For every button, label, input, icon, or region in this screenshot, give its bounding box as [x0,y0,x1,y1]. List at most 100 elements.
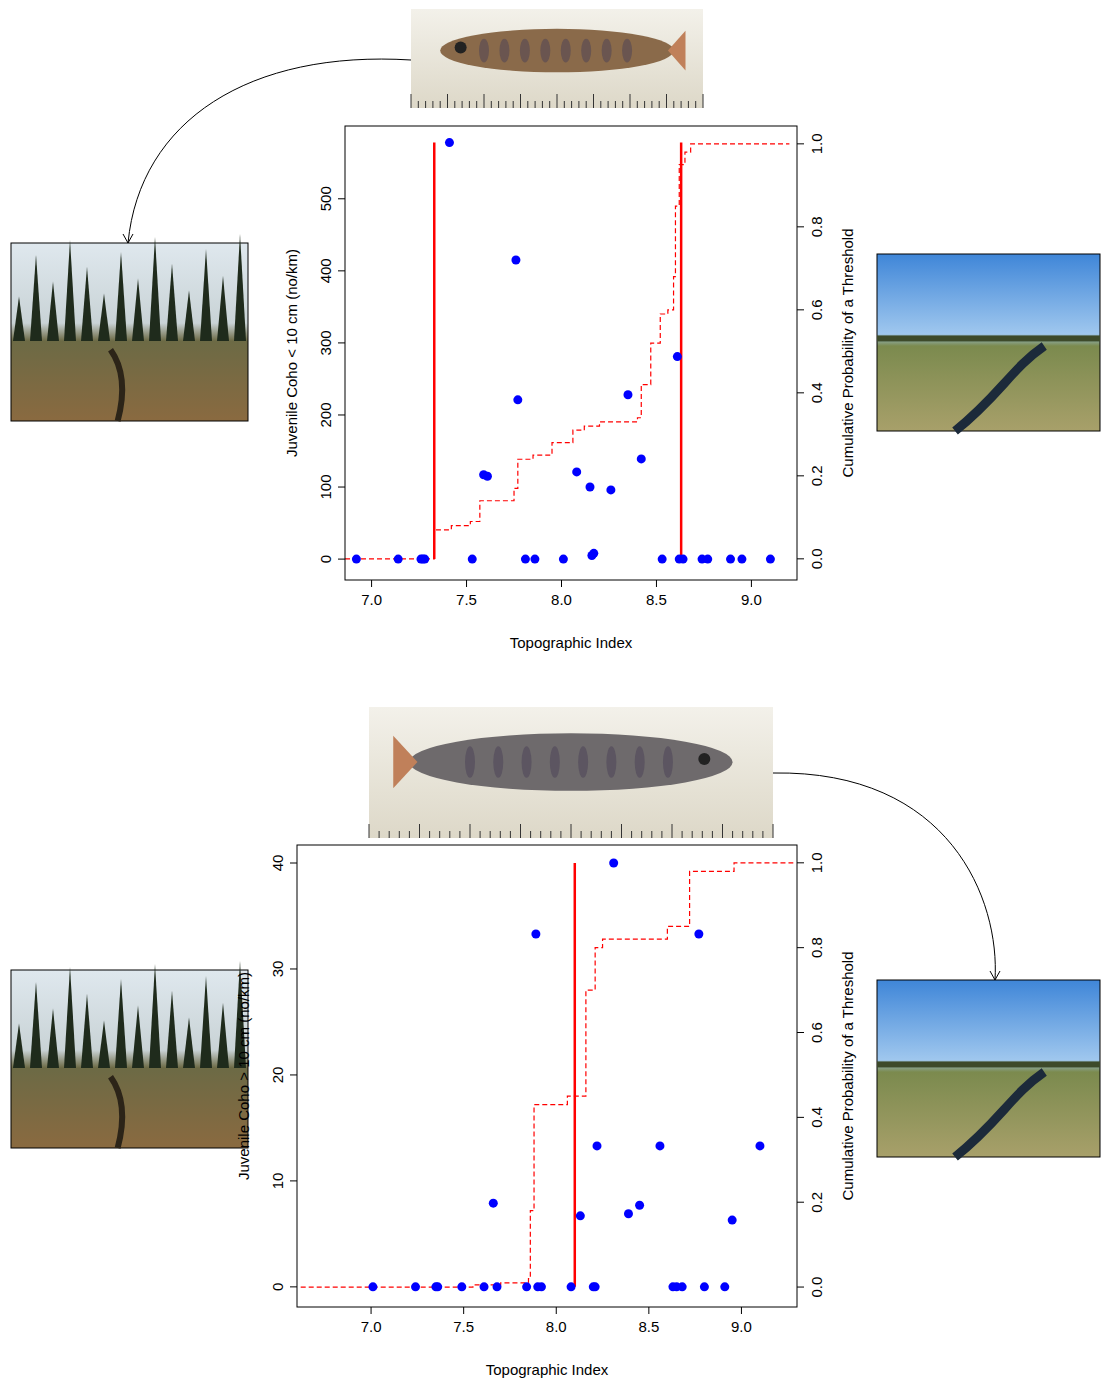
data-point [658,555,667,564]
y2-tick [797,1032,804,1033]
y2-tick [797,947,804,948]
data-point [433,1282,442,1291]
x-tick-label: 8.0 [551,591,572,608]
y-tick-label: 20 [269,1067,286,1084]
y-tick [290,1074,297,1075]
y-tick [290,968,297,969]
y-tick-label: 0 [269,1283,286,1291]
data-point [483,472,492,481]
y2-tick-label: 0.0 [808,548,825,569]
y2-tick [797,1202,804,1203]
y2-tick-label: 0.4 [808,382,825,403]
y2-tick-label: 1.0 [808,852,825,873]
y-tick [290,1286,297,1287]
x-tick-label: 8.5 [646,591,667,608]
fish-photo-large [369,707,773,838]
data-point [522,1282,531,1291]
threshold-line [680,143,683,560]
x-tick [656,580,657,587]
data-point [635,1201,644,1210]
y-tick-label: 30 [269,961,286,978]
y-axis-title: Juvenile Coho > 10 cm (no/km) [235,972,252,1180]
y-tick [338,198,345,199]
data-point [700,1282,709,1291]
y-tick [338,342,345,343]
chart-panel: 7.07.58.08.59.001002003004005000.00.20.4… [283,126,856,651]
data-point [457,1282,466,1291]
data-point [493,1282,502,1291]
meadow-photo [877,254,1100,431]
arrow [123,59,411,243]
y2-tick-label: 0.6 [808,1022,825,1043]
y2-tick-label: 0.8 [808,937,825,958]
data-point [755,1141,764,1150]
y-tick-label: 40 [269,855,286,872]
data-point [513,395,522,404]
y2-axis-title: Cumulative Probability of a Threshold [839,951,856,1200]
data-point [678,1282,687,1291]
y2-tick [797,1117,804,1118]
x-tick-label: 9.0 [741,591,762,608]
y2-tick-label: 0.8 [808,216,825,237]
y-tick-label: 10 [269,1173,286,1190]
forest-photo [11,234,248,421]
y2-tick [797,392,804,393]
data-point [703,555,712,564]
y-tick [338,270,345,271]
plot-frame [345,126,797,580]
y-tick-label: 400 [317,258,334,283]
chart-panel: 7.07.58.08.59.00102030400.00.20.40.60.81… [235,845,856,1378]
data-point [655,1141,664,1150]
y2-axis-title: Cumulative Probability of a Threshold [839,228,856,477]
data-point [637,454,646,463]
data-point [572,467,581,476]
y2-tick [797,862,804,863]
data-point [567,1282,576,1291]
data-point [766,555,775,564]
figure: 7.07.58.08.59.001002003004005000.00.20.4… [0,0,1107,1388]
data-point [589,549,598,558]
data-point [352,555,361,564]
data-point [368,1282,377,1291]
data-point [445,138,454,147]
x-tick-label: 7.0 [361,591,382,608]
cumulative-probability-line [345,144,789,559]
arrow [773,773,1000,980]
x-tick [751,580,752,587]
y-tick [338,414,345,415]
x-tick-label: 9.0 [731,1318,752,1335]
plot-area [345,138,789,564]
fish-photo-small [411,9,703,108]
data-point [585,483,594,492]
data-point [537,1282,546,1291]
threshold-line [433,143,436,560]
x-axis-title: Topographic Index [510,634,633,651]
data-point [673,352,682,361]
y2-tick [797,143,804,144]
x-tick [741,1307,742,1314]
data-point [609,859,618,868]
plot-area [301,859,794,1292]
x-tick [561,580,562,587]
data-point [593,1141,602,1150]
x-tick-label: 7.0 [361,1318,382,1335]
data-point [511,256,520,265]
data-point [624,1209,633,1218]
y-tick [338,559,345,560]
data-point [576,1211,585,1220]
x-tick-label: 8.0 [546,1318,567,1335]
data-point [679,555,688,564]
x-tick [371,1307,372,1314]
data-point [591,1282,600,1291]
data-point [726,555,735,564]
y2-tick-label: 0.6 [808,299,825,320]
y2-tick-label: 1.0 [808,133,825,154]
data-point [394,555,403,564]
cumulative-probability-line [301,863,794,1287]
plot-frame [297,845,797,1307]
x-tick [371,580,372,587]
y-tick [338,487,345,488]
x-axis-title: Topographic Index [486,1361,609,1378]
data-point [737,555,746,564]
threshold-line [574,863,577,1287]
